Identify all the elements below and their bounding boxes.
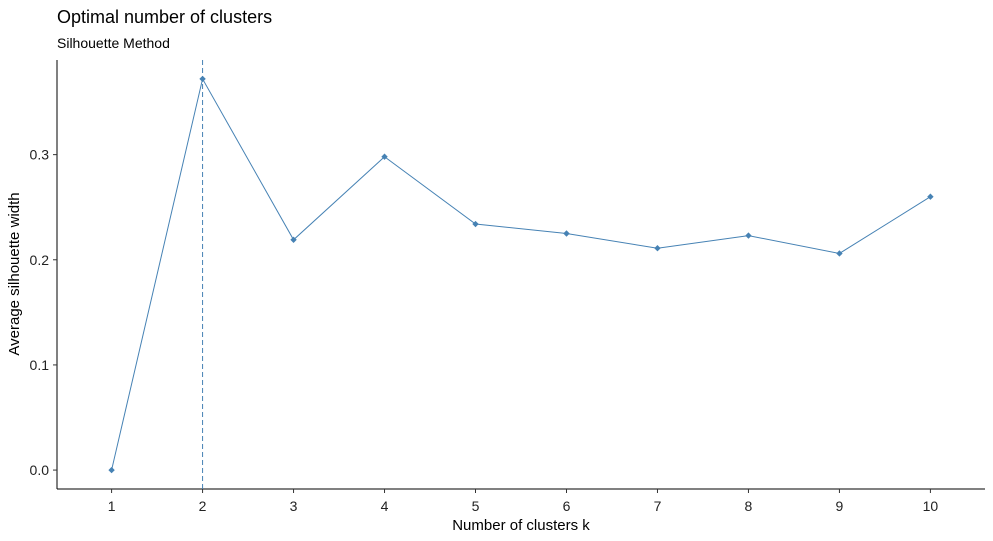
y-tick-label: 0.3 (30, 147, 50, 163)
x-tick-label: 4 (381, 498, 389, 514)
x-tick-label: 10 (923, 498, 939, 514)
axes: 0.0 0.1 0.2 0.3 1 2 3 4 5 6 7 8 9 10 (30, 60, 985, 514)
y-tick-label: 0.2 (30, 252, 50, 268)
data-point-marker (290, 236, 297, 244)
x-tick-label: 1 (108, 498, 116, 514)
x-tick-label: 5 (472, 498, 480, 514)
series-layer (111, 77, 931, 471)
data-point-marker (836, 250, 843, 257)
x-tick-label: 6 (563, 498, 571, 514)
x-tick-label: 2 (199, 498, 207, 514)
chart-title: Optimal number of clusters (57, 7, 272, 27)
data-point-marker (654, 245, 661, 252)
data-point-marker (472, 220, 479, 228)
x-tick-label: 9 (836, 498, 844, 514)
x-tick-label: 8 (745, 498, 753, 514)
series-line (111, 77, 931, 471)
data-point-marker (381, 153, 388, 160)
y-axis-title-group: Average silhouette width (6, 192, 23, 355)
x-tick-label: 3 (290, 498, 298, 514)
data-point-marker (108, 466, 115, 474)
y-tick-label: 0.0 (30, 462, 50, 478)
marker-layer (108, 75, 934, 474)
chart-subtitle: Silhouette Method (57, 35, 170, 51)
data-point-marker (927, 193, 934, 200)
data-point-marker (199, 75, 206, 83)
data-point-marker (745, 232, 752, 239)
x-tick-label: 7 (654, 498, 662, 514)
y-tick-label: 0.1 (30, 357, 50, 373)
x-axis-title: Number of clusters k (452, 517, 590, 534)
data-point-marker (563, 230, 570, 237)
y-axis-title: Average silhouette width (6, 192, 23, 355)
